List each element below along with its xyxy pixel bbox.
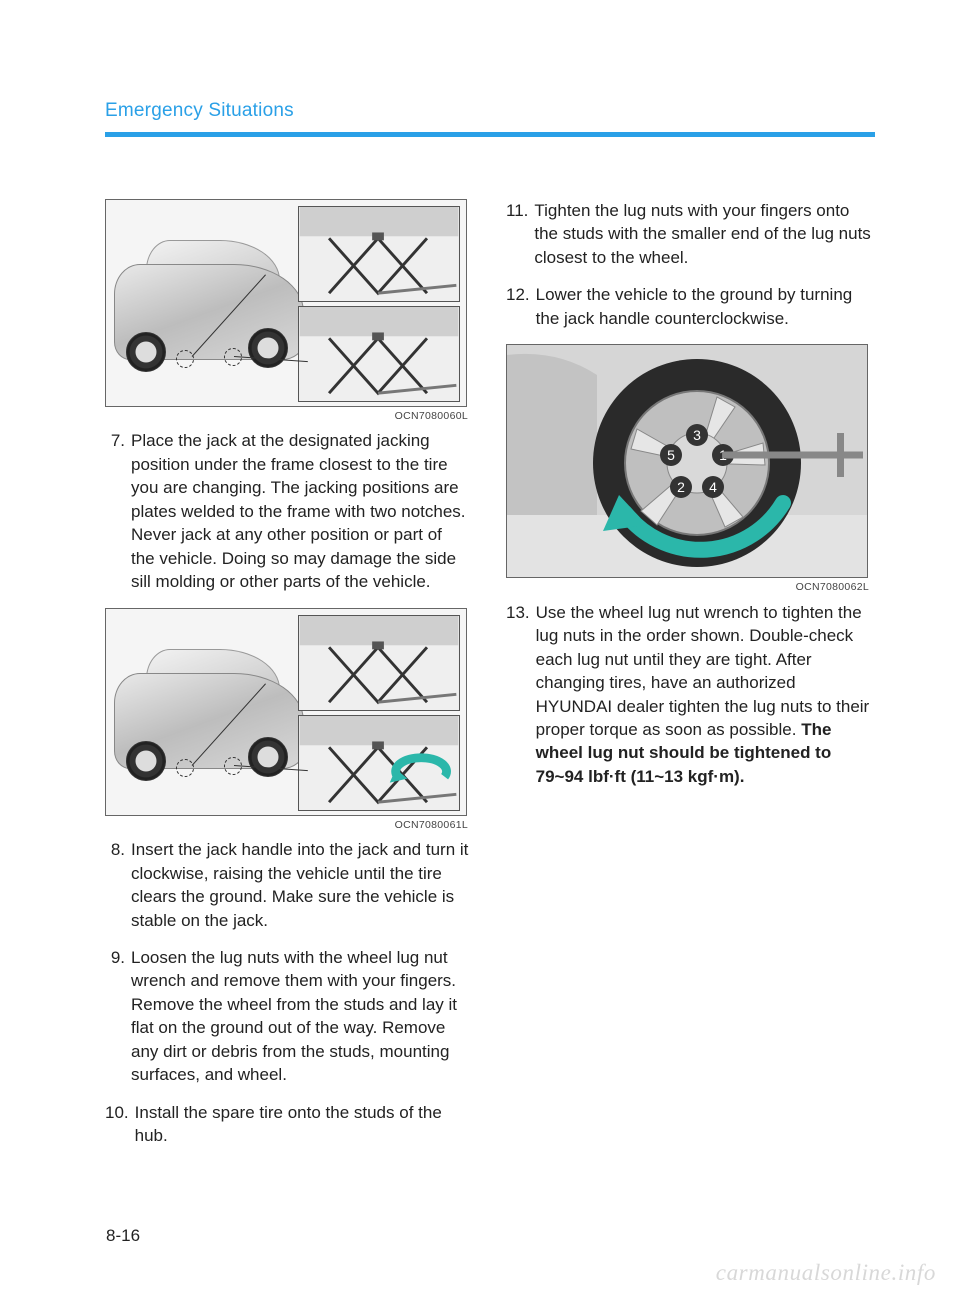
lug-seq-3: 3 xyxy=(693,427,701,443)
step-text: Place the jack at the designated jacking… xyxy=(131,429,470,593)
steps-list-left-2: 8. Insert the jack handle into the jack … xyxy=(105,838,470,1147)
step-number: 7. xyxy=(105,429,131,593)
manual-page: Emergency Situations xyxy=(0,0,960,1302)
figure-jack-turn xyxy=(105,608,467,816)
step-12: 12. Lower the vehicle to the ground by t… xyxy=(506,283,871,330)
step-text: Insert the jack handle into the jack and… xyxy=(131,838,470,932)
step-text: Install the spare tire onto the studs of… xyxy=(135,1101,470,1148)
figure-lug-sequence: 3 1 4 2 5 xyxy=(506,344,868,578)
steps-list-right-2: 13. Use the wheel lug nut wrench to tigh… xyxy=(506,601,871,789)
page-header: Emergency Situations xyxy=(105,100,875,122)
step-7: 7. Place the jack at the designated jack… xyxy=(105,429,470,593)
step-text: Use the wheel lug nut wrench to tighten … xyxy=(536,601,871,789)
step-number: 12. xyxy=(506,283,536,330)
step-text: Lower the vehicle to the ground by turni… xyxy=(536,283,871,330)
figure-caption: OCN7080062L xyxy=(506,580,871,594)
step-10: 10. Install the spare tire onto the stud… xyxy=(105,1101,470,1148)
step-number: 10. xyxy=(105,1101,135,1148)
figure-caption: OCN7080061L xyxy=(105,818,470,832)
jack-inset-bottom xyxy=(299,307,459,401)
content-columns: OCN7080060L 7. Place the jack at the des… xyxy=(105,199,875,1162)
step-13: 13. Use the wheel lug nut wrench to tigh… xyxy=(506,601,871,789)
header-divider xyxy=(105,132,875,137)
step-text: Tighten the lug nuts with your fingers o… xyxy=(534,199,871,269)
jack-inset-arrow xyxy=(299,716,459,810)
jack-inset-top xyxy=(299,207,459,301)
page-number: 8-16 xyxy=(106,1226,140,1246)
lug-seq-2: 2 xyxy=(677,479,685,495)
figure-caption: OCN7080060L xyxy=(105,409,470,423)
jack-inset-top xyxy=(299,616,459,710)
step-number: 11. xyxy=(506,199,534,269)
left-column: OCN7080060L 7. Place the jack at the des… xyxy=(105,199,470,1162)
steps-list-left-1: 7. Place the jack at the designated jack… xyxy=(105,429,470,593)
lug-seq-5: 5 xyxy=(667,447,675,463)
right-column: 11. Tighten the lug nuts with your finge… xyxy=(506,199,871,1162)
step-number: 13. xyxy=(506,601,536,789)
section-title: Emergency Situations xyxy=(105,100,294,122)
lug-seq-4: 4 xyxy=(709,479,717,495)
step-8: 8. Insert the jack handle into the jack … xyxy=(105,838,470,932)
car-illustration xyxy=(106,200,466,406)
step-number: 9. xyxy=(105,946,131,1087)
step-text: Loosen the lug nuts with the wheel lug n… xyxy=(131,946,470,1087)
step-9: 9. Loosen the lug nuts with the wheel lu… xyxy=(105,946,470,1087)
wheel-lug-illustration: 3 1 4 2 5 xyxy=(507,345,868,578)
steps-list-right-1: 11. Tighten the lug nuts with your finge… xyxy=(506,199,871,330)
step-11: 11. Tighten the lug nuts with your finge… xyxy=(506,199,871,269)
figure-jack-position xyxy=(105,199,467,407)
car-illustration xyxy=(106,609,466,815)
watermark: carmanualsonline.info xyxy=(716,1260,936,1286)
step-number: 8. xyxy=(105,838,131,932)
